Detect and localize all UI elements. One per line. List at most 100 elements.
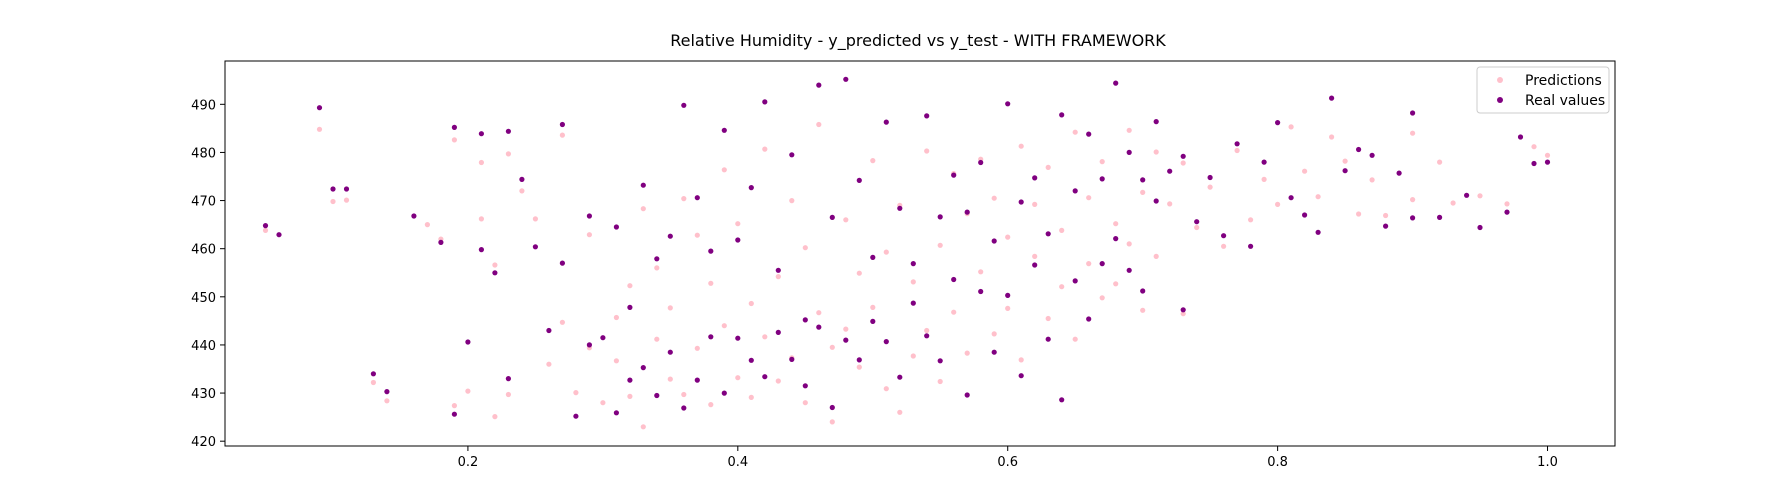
data-point — [1153, 149, 1159, 155]
data-point — [964, 392, 970, 398]
data-point — [856, 270, 862, 276]
data-point — [1180, 311, 1186, 317]
data-point — [627, 304, 633, 310]
data-point — [829, 214, 835, 220]
data-point — [505, 151, 511, 157]
y-tick-label: 430 — [191, 387, 216, 402]
data-point — [748, 394, 754, 400]
data-point — [613, 410, 620, 416]
series-real-values — [262, 76, 1551, 419]
data-point — [897, 409, 903, 415]
data-point — [640, 424, 646, 430]
data-point — [978, 159, 984, 166]
data-point — [1072, 129, 1078, 135]
data-point — [1113, 80, 1119, 86]
data-point — [1248, 243, 1254, 249]
data-point — [546, 327, 552, 334]
data-point — [802, 245, 808, 251]
legend-marker — [1497, 77, 1503, 83]
data-point — [802, 317, 808, 323]
data-point — [775, 329, 781, 335]
data-point — [1383, 223, 1389, 229]
data-point — [1072, 336, 1078, 342]
data-point — [1032, 201, 1038, 207]
data-point — [1180, 153, 1186, 159]
data-point — [1369, 177, 1375, 183]
data-point — [883, 119, 889, 125]
data-point — [1086, 261, 1092, 267]
data-point — [991, 238, 997, 244]
data-point — [1356, 146, 1362, 153]
data-point — [559, 260, 566, 266]
data-point — [586, 342, 593, 348]
data-point — [856, 357, 862, 363]
data-point — [937, 378, 943, 385]
data-point — [883, 339, 889, 345]
data-point — [1315, 229, 1321, 235]
data-point — [1140, 189, 1146, 195]
data-point — [1410, 110, 1416, 116]
data-point — [789, 356, 795, 362]
data-point — [640, 182, 646, 188]
data-point — [1072, 188, 1078, 194]
data-point — [573, 413, 579, 419]
data-point — [1099, 176, 1105, 182]
data-point — [816, 82, 822, 88]
data-point — [775, 267, 781, 273]
data-point — [1194, 219, 1200, 225]
data-point — [667, 349, 673, 355]
data-point — [478, 216, 484, 222]
data-point — [451, 411, 457, 417]
legend-label: Predictions — [1525, 73, 1602, 89]
data-point — [681, 196, 687, 202]
data-point — [370, 371, 376, 377]
data-point — [748, 300, 754, 307]
data-point — [1167, 168, 1173, 174]
data-point — [802, 383, 808, 389]
data-point — [910, 261, 916, 267]
data-point — [816, 324, 822, 330]
data-point — [1113, 281, 1119, 287]
data-point — [910, 300, 916, 306]
data-point — [735, 335, 741, 341]
data-point — [627, 377, 633, 383]
data-point — [951, 172, 957, 178]
x-tick-label: 0.6 — [997, 455, 1018, 470]
data-point — [1356, 211, 1362, 217]
data-point — [694, 345, 700, 351]
data-point — [1180, 160, 1186, 166]
data-point — [1207, 184, 1213, 190]
data-point — [978, 288, 984, 295]
data-point — [546, 361, 552, 367]
data-point — [708, 280, 714, 286]
data-point — [1437, 159, 1443, 165]
data-point — [694, 377, 700, 383]
data-point — [1086, 195, 1092, 201]
data-point — [978, 269, 984, 275]
data-point — [505, 391, 511, 398]
data-point — [411, 213, 417, 219]
data-point — [1018, 373, 1024, 379]
data-point — [1275, 201, 1281, 207]
data-point — [478, 247, 484, 253]
data-point — [1410, 215, 1416, 221]
data-point — [640, 365, 646, 371]
y-axis: 420 430 440 450 460 470 480 490 — [191, 98, 225, 450]
data-point — [829, 404, 835, 411]
data-point — [559, 319, 566, 325]
data-point — [532, 216, 539, 222]
data-point — [532, 244, 539, 250]
data-point — [1517, 134, 1524, 140]
data-point — [748, 357, 754, 363]
data-point — [1099, 159, 1105, 165]
data-point — [1288, 195, 1294, 201]
data-point — [1477, 224, 1483, 231]
data-point — [1005, 292, 1011, 298]
data-point — [586, 213, 593, 219]
data-point — [843, 217, 849, 223]
data-point — [330, 186, 336, 192]
data-point — [735, 237, 741, 243]
x-tick-label: 1.0 — [1537, 455, 1558, 470]
x-tick-label: 0.8 — [1267, 455, 1288, 470]
data-point — [1410, 130, 1416, 136]
